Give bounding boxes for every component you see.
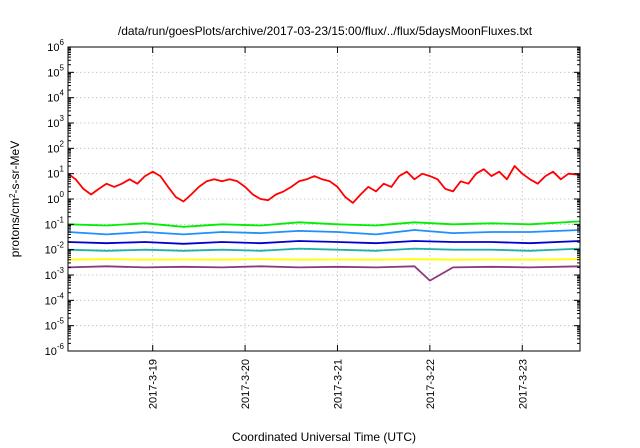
x-axis-label: Coordinated Universal Time (UTC)	[232, 430, 416, 444]
y-tick-label: 102	[47, 139, 64, 155]
y-tick-label: 10-4	[45, 291, 65, 307]
x-tick-label: 2017-3-22	[425, 359, 437, 409]
grid	[68, 47, 580, 351]
series-line-5	[67, 247, 581, 252]
series-line-6	[67, 258, 581, 261]
series-line-7	[67, 265, 581, 282]
y-tick-label: 100	[47, 190, 64, 206]
y-tick-label: 104	[47, 89, 64, 105]
y-tick-label: 10-3	[45, 266, 65, 282]
chart-title: /data/run/goesPlots/archive/2017-03-23/1…	[118, 24, 533, 38]
y-tick-label: 10-5	[45, 317, 65, 333]
series-line-3	[67, 229, 581, 236]
y-tick-label: 105	[47, 63, 64, 79]
y-tick-label: 10-2	[45, 241, 65, 257]
y-tick-label: 103	[47, 114, 64, 130]
y-tick-label: 10-1	[45, 215, 65, 231]
y-tick-label: 10-6	[45, 342, 65, 358]
series-line-2	[67, 220, 581, 228]
x-tick-label: 2017-3-20	[240, 359, 252, 409]
x-tick-label: 2017-3-23	[517, 359, 529, 409]
y-axis-label: protons/cm2-s-sr-MeV	[8, 141, 23, 257]
axis-ticks: 10-6 10-5 10-4 10-3 10-2 10-1 100 101 102 103 104 1…	[45, 38, 580, 409]
y-tick-label: 106	[47, 38, 64, 54]
series-layer	[67, 165, 581, 282]
x-tick-label: 2017-3-19	[148, 359, 160, 409]
series-line-1	[67, 165, 581, 204]
x-tick-label: 2017-3-21	[332, 359, 344, 409]
y-tick-label: 101	[47, 165, 64, 181]
series-line-4	[67, 240, 581, 245]
